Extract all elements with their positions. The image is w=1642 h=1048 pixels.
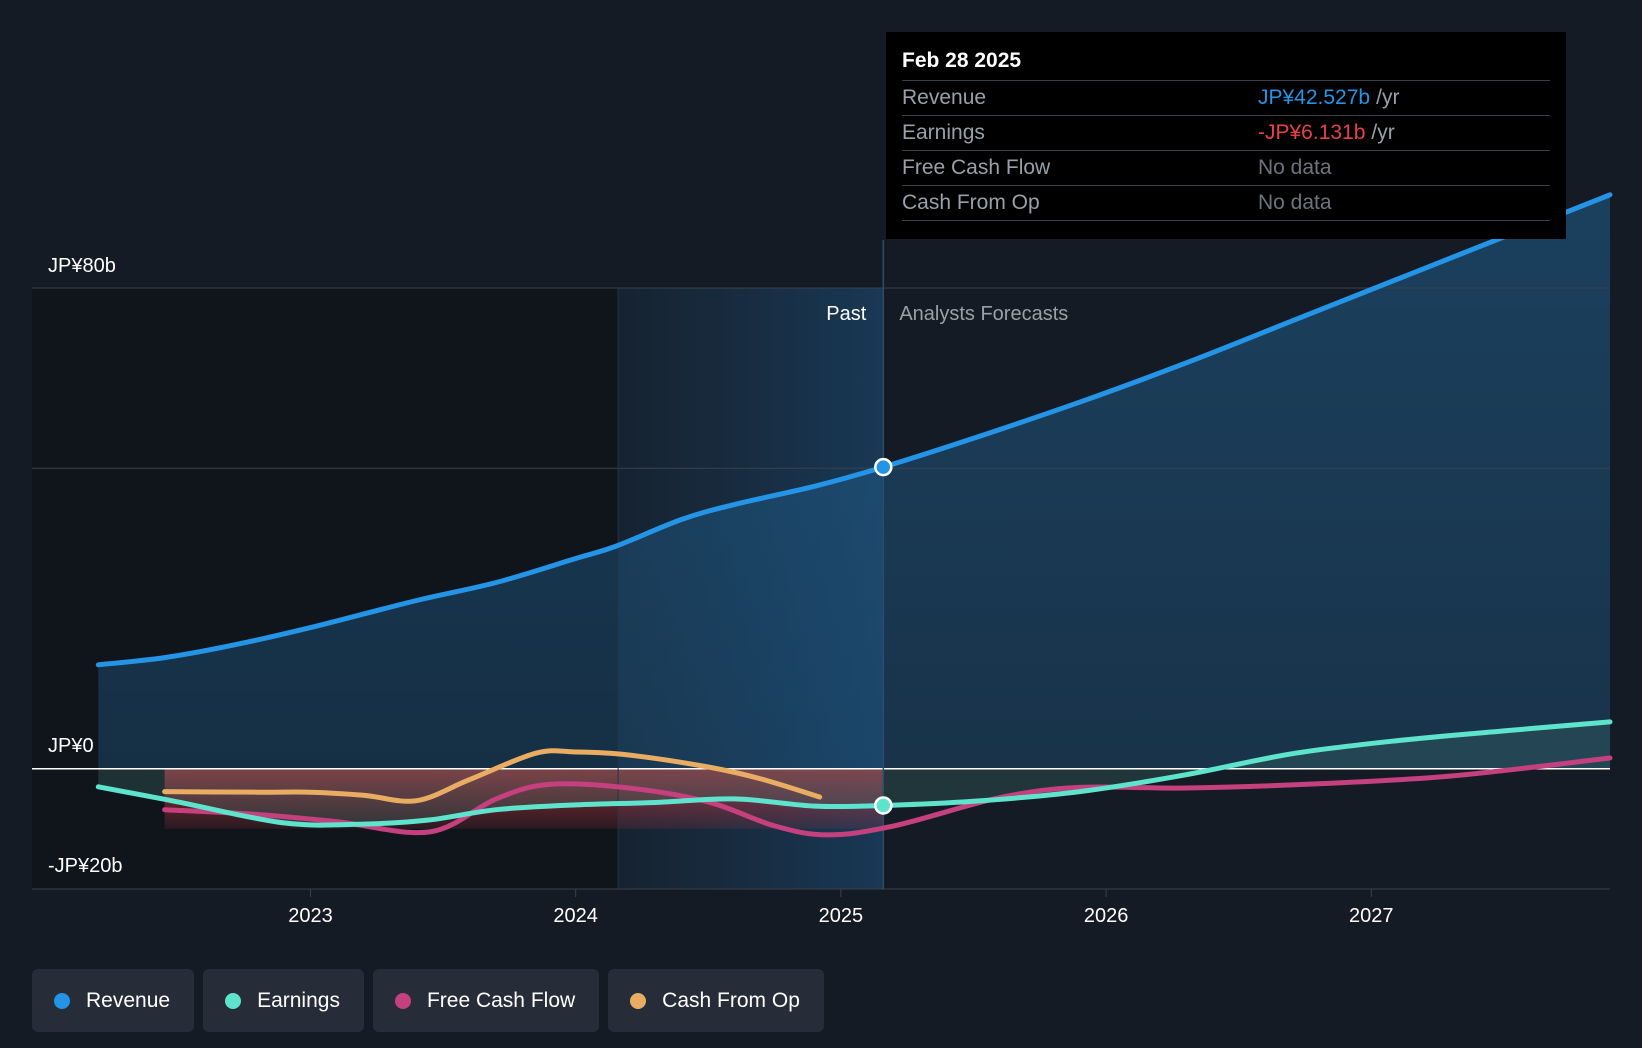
tooltip-date: Feb 28 2025: [902, 49, 1022, 72]
legend-dot-icon: [394, 992, 411, 1009]
x-axis-ticks: 2023 2024 2025 2026 2027: [288, 889, 1394, 927]
tooltip-value: -JP¥6.131b: [1258, 121, 1366, 144]
highlight-markers: [874, 457, 893, 815]
legend: Revenue Earnings Free Cash Flow Cash Fro…: [32, 969, 824, 1032]
x-tick-label: 2026: [1084, 905, 1129, 927]
forecast-label: Analysts Forecasts: [899, 303, 1068, 325]
x-tick-label: 2023: [288, 905, 333, 927]
legend-dot-icon: [54, 992, 70, 1009]
y-label-zero: JP¥0: [48, 735, 94, 757]
series-lines: [95, 192, 1613, 838]
y-label-bottom: -JP¥20b: [48, 855, 123, 877]
series-line-earnings: [95, 719, 1613, 828]
tooltip-unit: /yr: [1376, 86, 1400, 109]
x-tick-label: 2025: [819, 905, 864, 927]
series-line-revenue: [95, 192, 1613, 668]
legend-label: Free Cash Flow: [426, 988, 576, 1012]
x-tick-label: 2024: [553, 905, 598, 927]
past-label: Past: [826, 303, 866, 325]
y-label-top: JP¥80b: [48, 255, 116, 277]
legend-label: Earnings: [257, 988, 340, 1012]
tooltip-row-earnings: Earnings -JP¥6.131b/yr: [902, 115, 1550, 150]
tooltip-row-revenue: Revenue JP¥42.527b/yr: [902, 80, 1550, 115]
series-line-free-cash-flow: [162, 755, 1613, 838]
series-line-cash-from-op: [162, 748, 823, 804]
tooltip-row-free-cash-flow: Free Cash Flow No data: [902, 150, 1550, 185]
tooltip-label: Earnings: [902, 121, 985, 144]
legend-label: Cash From Op: [662, 988, 800, 1012]
legend-label: Revenue: [86, 988, 171, 1012]
tooltip-label: Revenue: [902, 86, 987, 109]
tooltip-label: Cash From Op: [902, 191, 1040, 214]
tooltip-value: JP¥42.527b: [1258, 86, 1371, 109]
revenue-marker: [874, 457, 893, 477]
earnings-area: [98, 721, 1610, 826]
tooltip-label: Free Cash Flow: [902, 156, 1051, 179]
legend-item-free-cash-flow[interactable]: Free Cash Flow: [372, 969, 600, 1032]
revenue-area: [98, 194, 1610, 769]
earnings-marker: [874, 796, 893, 815]
tooltip-panel: Feb 28 2025 Revenue JP¥42.527b/yr Earnin…: [886, 32, 1566, 239]
legend-item-cash-from-op[interactable]: Cash From Op: [608, 969, 824, 1032]
legend-item-earnings[interactable]: Earnings: [203, 969, 364, 1032]
legend-dot-icon: [630, 992, 647, 1009]
tooltip-unit: /yr: [1371, 121, 1395, 144]
tooltip-value: No data: [1258, 156, 1332, 179]
legend-dot-icon: [225, 992, 242, 1009]
x-tick-label: 2027: [1349, 905, 1394, 927]
legend-item-revenue[interactable]: Revenue: [32, 969, 195, 1032]
tooltip-row-cash-from-op: Cash From Op No data: [902, 185, 1550, 221]
tooltip-value: No data: [1258, 191, 1332, 214]
axis-labels: JP¥80b JP¥0 -JP¥20b Past Analysts Foreca…: [48, 255, 1068, 877]
